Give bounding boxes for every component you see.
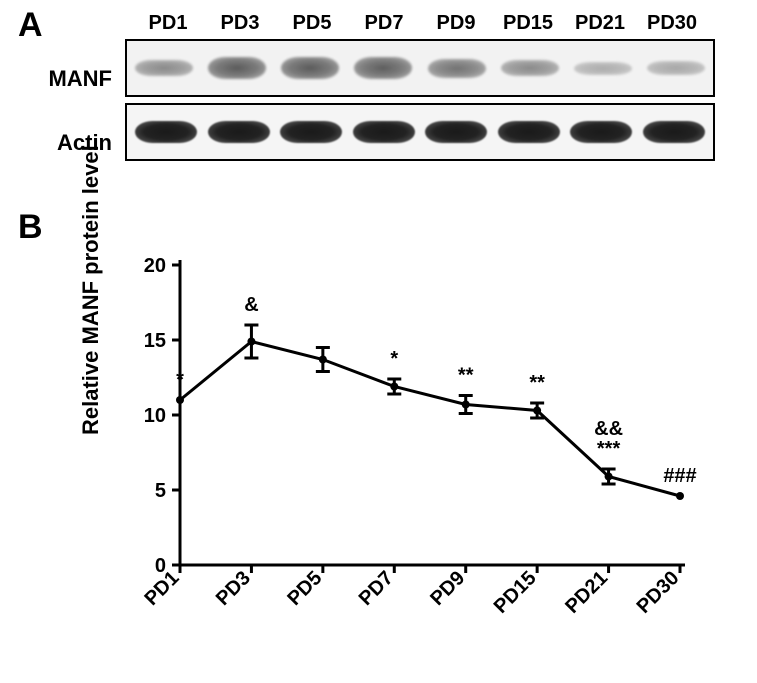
- y-tick-label: 10: [144, 405, 166, 427]
- blot-header: PD1PD3PD5PD7PD9PD15PD21PD30: [125, 12, 715, 35]
- x-tick-label: PD21: [561, 567, 612, 618]
- manf-band: [135, 60, 193, 77]
- blot-timepoint-label: PD30: [637, 12, 707, 35]
- actin-band: [280, 121, 342, 143]
- actin-band: [353, 121, 415, 143]
- x-tick-label: PD15: [490, 567, 541, 618]
- x-tick-label: PD5: [283, 567, 326, 610]
- data-marker: [462, 401, 470, 409]
- data-marker: [605, 473, 613, 481]
- y-tick-label: 20: [144, 255, 166, 277]
- actin-band: [570, 121, 632, 143]
- x-tick-label: PD9: [426, 567, 469, 610]
- blot-timepoint-label: PD9: [421, 12, 491, 35]
- sig-annotation: &: [244, 294, 258, 316]
- manf-band: [281, 57, 339, 78]
- manf-blot-row: [125, 39, 715, 97]
- x-tick-label: PD1: [140, 567, 183, 610]
- blot-timepoint-label: PD15: [493, 12, 563, 35]
- x-tick-label: PD30: [633, 567, 684, 618]
- sig-annotation: ###: [663, 465, 696, 487]
- blot-timepoint-label: PD7: [349, 12, 419, 35]
- sig-annotation: &&: [594, 418, 623, 440]
- y-tick-label: 15: [144, 330, 166, 352]
- panel-a-label: A: [18, 6, 43, 45]
- manf-band: [574, 62, 632, 75]
- actin-band: [135, 121, 197, 143]
- sig-annotation: *: [390, 348, 398, 370]
- manf-band: [208, 57, 266, 78]
- western-blot: PD1PD3PD5PD7PD9PD15PD21PD30: [125, 12, 715, 161]
- data-marker: [533, 407, 541, 415]
- blot-timepoint-label: PD3: [205, 12, 275, 35]
- actin-blot-row: [125, 103, 715, 161]
- actin-band: [425, 121, 487, 143]
- actin-band: [498, 121, 560, 143]
- data-marker: [247, 338, 255, 346]
- data-marker: [176, 396, 184, 404]
- blot-timepoint-label: PD21: [565, 12, 635, 35]
- y-tick-label: 5: [155, 480, 166, 502]
- blot-timepoint-label: PD1: [133, 12, 203, 35]
- chart-svg: 05101520PD1PD3PD5PD7PD9PD15PD21PD30*&***…: [60, 235, 730, 665]
- blot-timepoint-label: PD5: [277, 12, 347, 35]
- sig-annotation: **: [458, 365, 474, 387]
- actin-band: [208, 121, 270, 143]
- panel-b-label: B: [18, 208, 43, 247]
- data-marker: [676, 492, 684, 500]
- manf-band: [354, 57, 412, 78]
- sig-annotation: ***: [597, 438, 621, 460]
- data-marker: [390, 383, 398, 391]
- line-chart: Relative MANF protein level 05101520PD1P…: [60, 235, 730, 675]
- x-tick-label: PD3: [212, 567, 255, 610]
- manf-band: [501, 60, 559, 77]
- x-tick-label: PD7: [355, 567, 398, 610]
- manf-band: [647, 61, 705, 75]
- actin-band: [643, 121, 705, 143]
- manf-row-label: MANF: [12, 66, 112, 92]
- manf-band: [428, 59, 486, 78]
- sig-annotation: *: [176, 369, 184, 391]
- data-marker: [319, 356, 327, 364]
- sig-annotation: **: [529, 372, 545, 394]
